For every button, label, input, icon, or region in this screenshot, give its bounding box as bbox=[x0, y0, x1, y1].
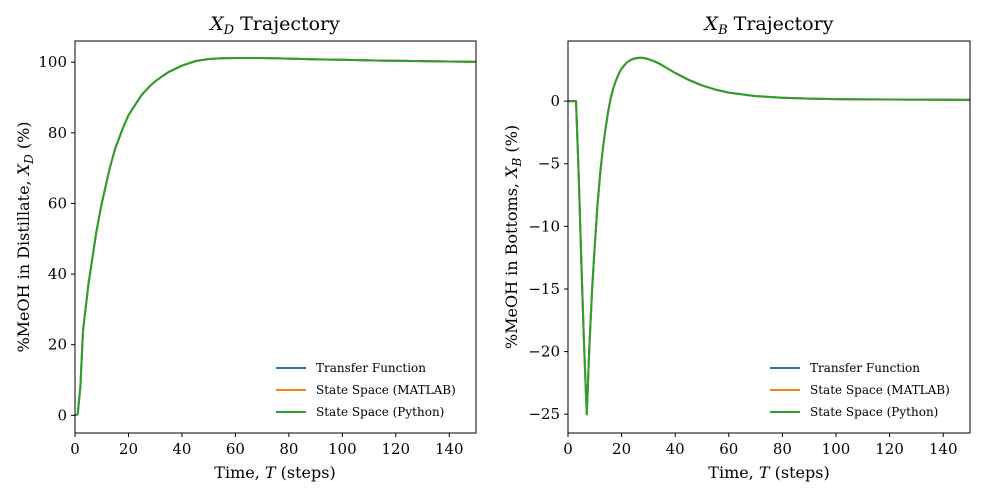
y-tick-label: 20 bbox=[48, 336, 67, 354]
series-line bbox=[74, 56, 477, 417]
y-axis-label-subscript: B bbox=[510, 158, 524, 168]
plot-frame bbox=[74, 40, 477, 434]
legend-label: State Space (Python) bbox=[810, 405, 938, 419]
y-tick-label: −20 bbox=[528, 343, 560, 361]
series-line bbox=[568, 56, 971, 416]
x-tick-label: 20 bbox=[119, 440, 138, 458]
x-tick-label: 60 bbox=[719, 440, 738, 458]
x-tick-label: 120 bbox=[381, 440, 410, 458]
y-axis-label-subscript: D bbox=[22, 154, 36, 165]
x-tick-label: 100 bbox=[328, 440, 357, 458]
y-axis-label-unit: (%) bbox=[14, 121, 33, 154]
legend-label: Transfer Function bbox=[810, 361, 920, 375]
x-axis-ticks: 0 20 40 60 80 100 120 140 bbox=[70, 433, 464, 458]
x-axis-label: Time, T (steps) bbox=[214, 463, 335, 482]
x-tick-label: 80 bbox=[773, 440, 792, 458]
y-axis-label-var: X bbox=[14, 163, 33, 177]
x-tick-label: 0 bbox=[563, 440, 573, 458]
x-tick-label: 140 bbox=[435, 440, 464, 458]
y-axis-label-text: %MeOH in Bottoms, bbox=[502, 178, 521, 349]
y-tick-label: 80 bbox=[48, 124, 67, 142]
title-var: X bbox=[208, 13, 225, 35]
y-axis-label: %MeOH in Bottoms, XB (%) bbox=[502, 125, 524, 349]
title-subscript: B bbox=[717, 23, 728, 38]
title-text: Trajectory bbox=[234, 13, 340, 35]
series-lines bbox=[74, 56, 477, 417]
x-tick-label: 0 bbox=[70, 440, 80, 458]
chart-panel-xb: XB Trajectory 0 20 40 60 80 100 120 140 0−5−10−… bbox=[502, 13, 971, 482]
legend-label: Transfer Function bbox=[316, 361, 426, 375]
x-tick-label: 120 bbox=[875, 440, 904, 458]
y-axis-label-text: %MeOH in Distillate, bbox=[14, 175, 33, 352]
x-tick-label: 20 bbox=[612, 440, 631, 458]
title-subscript: D bbox=[223, 23, 235, 38]
y-tick-label: −25 bbox=[528, 405, 560, 423]
y-tick-label: −15 bbox=[528, 280, 560, 298]
y-axis-ticks: 0 20 40 60 80 100 bbox=[38, 53, 75, 424]
x-axis-label-var: T bbox=[759, 463, 771, 482]
y-tick-label: 60 bbox=[48, 194, 67, 212]
x-axis-label-unit: (steps) bbox=[276, 463, 336, 482]
series-lines bbox=[568, 56, 971, 416]
y-tick-label: −5 bbox=[538, 155, 560, 173]
x-axis-label-text: Time, bbox=[214, 463, 265, 482]
x-axis-ticks: 0 20 40 60 80 100 120 140 bbox=[563, 433, 958, 458]
x-axis-label-text: Time, bbox=[708, 463, 759, 482]
x-tick-label: 40 bbox=[172, 440, 191, 458]
y-tick-label: 0 bbox=[57, 406, 67, 424]
y-axis-ticks: 0 −5 −10 −15 −20 −25 bbox=[528, 92, 568, 423]
legend: Transfer Function State Space (MATLAB) Sta… bbox=[770, 361, 950, 419]
chart-title: XB Trajectory bbox=[703, 13, 834, 38]
y-axis-label-var: X bbox=[502, 166, 521, 180]
legend: Transfer Function State Space (MATLAB) Sta… bbox=[276, 361, 456, 419]
title-var: X bbox=[703, 13, 720, 35]
x-tick-label: 40 bbox=[666, 440, 685, 458]
x-axis-label-var: T bbox=[265, 463, 277, 482]
x-tick-label: 80 bbox=[279, 440, 298, 458]
y-tick-label: 40 bbox=[48, 265, 67, 283]
chart-panel-xd: XD Trajectory 0 20 40 60 80 100 120 140 0204060… bbox=[14, 13, 477, 482]
x-tick-label: 140 bbox=[929, 440, 958, 458]
legend-label: State Space (MATLAB) bbox=[810, 383, 950, 397]
x-axis-label-unit: (steps) bbox=[770, 463, 830, 482]
plot-frame bbox=[567, 40, 971, 434]
y-tick-label: 0 bbox=[550, 92, 560, 110]
y-axis-label-unit: (%) bbox=[502, 125, 521, 158]
x-axis-label: Time, T (steps) bbox=[708, 463, 829, 482]
y-axis-label: %MeOH in Distillate, XD (%) bbox=[14, 121, 36, 352]
x-tick-label: 100 bbox=[822, 440, 851, 458]
chart-title: XD Trajectory bbox=[208, 13, 340, 38]
y-tick-label: 100 bbox=[38, 53, 67, 71]
y-tick-label: −10 bbox=[528, 217, 560, 235]
title-text: Trajectory bbox=[728, 13, 834, 35]
x-tick-label: 60 bbox=[226, 440, 245, 458]
legend-label: State Space (MATLAB) bbox=[316, 383, 456, 397]
legend-label: State Space (Python) bbox=[316, 405, 444, 419]
